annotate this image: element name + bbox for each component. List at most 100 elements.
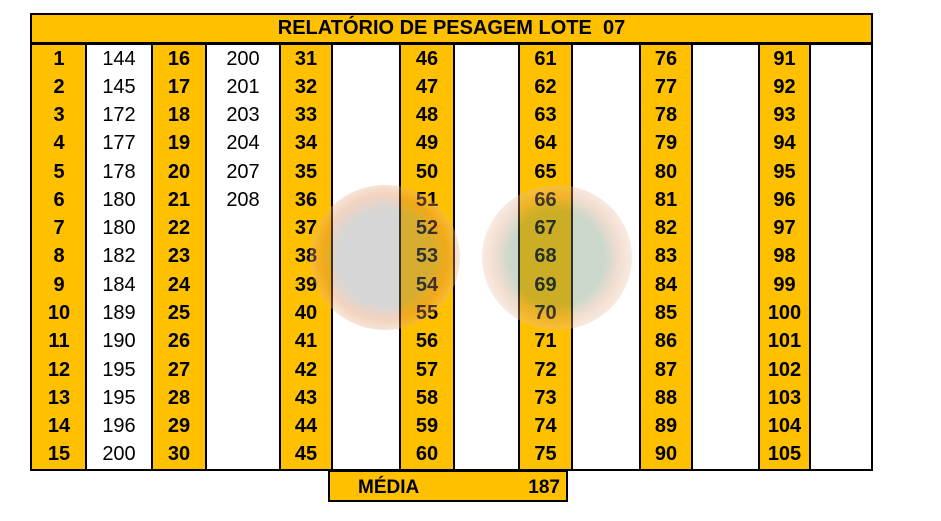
number-column xyxy=(280,45,332,469)
lot-number: 14 xyxy=(47,415,71,438)
lot-number: 15 xyxy=(47,443,71,466)
lot-number: 62 xyxy=(534,75,557,98)
weight-table: 1 2 3 4 5 6 7 8 9 10 11 12 13 14 15 144 145 172 177 178 180 1… xyxy=(30,43,873,471)
lot-number: 43 xyxy=(294,386,318,409)
weight: 200 xyxy=(226,47,260,70)
report-title: RELATÓRIO DE PESAGEM LOTE 07 xyxy=(30,13,873,44)
lot-number: 68 xyxy=(534,245,557,268)
weight: 184 xyxy=(102,273,136,296)
lot-number: 48 xyxy=(415,104,439,127)
lot-number: 81 xyxy=(654,188,678,211)
lot-number: 88 xyxy=(654,386,678,409)
lot-number: 2 xyxy=(53,75,65,98)
average-label: MÉDIA xyxy=(358,477,420,498)
lot-number: 61 xyxy=(534,47,557,70)
lot-number: 74 xyxy=(534,415,557,438)
lot-number: 37 xyxy=(294,217,318,240)
lot-number: 65 xyxy=(534,160,557,183)
lot-number: 38 xyxy=(294,245,318,268)
weight: 196 xyxy=(102,415,136,438)
weight: 195 xyxy=(102,358,136,381)
lot-number: 51 xyxy=(415,188,439,211)
lot-number: 12 xyxy=(47,358,71,381)
lot-number: 97 xyxy=(773,217,796,240)
weight: 207 xyxy=(226,160,260,183)
lot-number: 18 xyxy=(167,104,191,127)
lot-number: 3 xyxy=(53,104,65,127)
lot-number: 87 xyxy=(654,358,678,381)
lot-number: 86 xyxy=(654,330,678,353)
lot-number: 104 xyxy=(767,415,802,438)
lot-number: 25 xyxy=(167,302,191,325)
weight: 189 xyxy=(102,302,136,325)
lot-number: 63 xyxy=(534,104,557,127)
lot-number: 76 xyxy=(654,47,678,70)
lot-number: 73 xyxy=(534,386,557,409)
lot-number: 102 xyxy=(767,358,802,381)
lot-number: 21 xyxy=(167,188,191,211)
lot-number: 96 xyxy=(773,188,796,211)
weight: 177 xyxy=(102,132,136,155)
lot-number: 94 xyxy=(773,132,796,155)
lot-number: 7 xyxy=(53,217,65,240)
lot-number: 1 xyxy=(53,47,65,70)
column-border xyxy=(279,45,281,469)
lot-number: 93 xyxy=(773,104,796,127)
lot-number: 84 xyxy=(654,273,678,296)
lot-number: 105 xyxy=(767,443,802,466)
weight: 195 xyxy=(102,386,136,409)
weight: 208 xyxy=(226,188,260,211)
lot-number: 89 xyxy=(654,415,678,438)
lot-number: 49 xyxy=(415,132,439,155)
column-border xyxy=(758,45,760,469)
lot-number: 33 xyxy=(294,104,318,127)
average-value: 187 xyxy=(528,477,560,498)
number-column xyxy=(640,45,692,469)
weight: 204 xyxy=(226,132,260,155)
lot-number: 54 xyxy=(415,273,439,296)
weight: 172 xyxy=(102,104,136,127)
lot-number: 66 xyxy=(534,188,557,211)
lot-number: 99 xyxy=(773,273,796,296)
lot-number: 17 xyxy=(167,75,191,98)
lot-number: 100 xyxy=(767,302,802,325)
lot-number: 24 xyxy=(167,273,191,296)
lot-number: 29 xyxy=(167,415,191,438)
lot-number: 31 xyxy=(294,47,318,70)
lot-number: 28 xyxy=(167,386,191,409)
column-border xyxy=(399,45,401,469)
column-border xyxy=(85,45,87,469)
weight: 190 xyxy=(102,330,136,353)
weight: 201 xyxy=(226,75,260,98)
lot-number: 45 xyxy=(294,443,318,466)
lot-number: 72 xyxy=(534,358,557,381)
column-border xyxy=(205,45,207,469)
lot-number: 55 xyxy=(415,302,439,325)
lot-number: 41 xyxy=(294,330,318,353)
average-box: MÉDIA 187 xyxy=(328,470,568,502)
lot-number: 90 xyxy=(654,443,678,466)
weight: 145 xyxy=(102,75,136,98)
lot-number: 75 xyxy=(534,443,557,466)
lot-number: 53 xyxy=(415,245,439,268)
lot-number: 11 xyxy=(48,330,70,353)
lot-number: 92 xyxy=(773,75,796,98)
weight: 180 xyxy=(102,217,136,240)
lot-number: 27 xyxy=(167,358,191,381)
column-border xyxy=(331,45,333,469)
weight: 144 xyxy=(102,47,136,70)
lot-number: 44 xyxy=(294,415,318,438)
lot-number: 6 xyxy=(53,188,65,211)
lot-number: 79 xyxy=(654,132,678,155)
column-border xyxy=(809,45,811,469)
lot-number: 60 xyxy=(415,443,439,466)
lot-number: 35 xyxy=(294,160,318,183)
lot-number: 22 xyxy=(167,217,191,240)
lot-number: 9 xyxy=(53,273,65,296)
lot-number: 103 xyxy=(767,386,802,409)
lot-number: 91 xyxy=(773,47,796,70)
lot-number: 95 xyxy=(773,160,796,183)
number-column xyxy=(32,45,86,469)
column-border xyxy=(691,45,693,469)
lot-number: 10 xyxy=(47,302,71,325)
